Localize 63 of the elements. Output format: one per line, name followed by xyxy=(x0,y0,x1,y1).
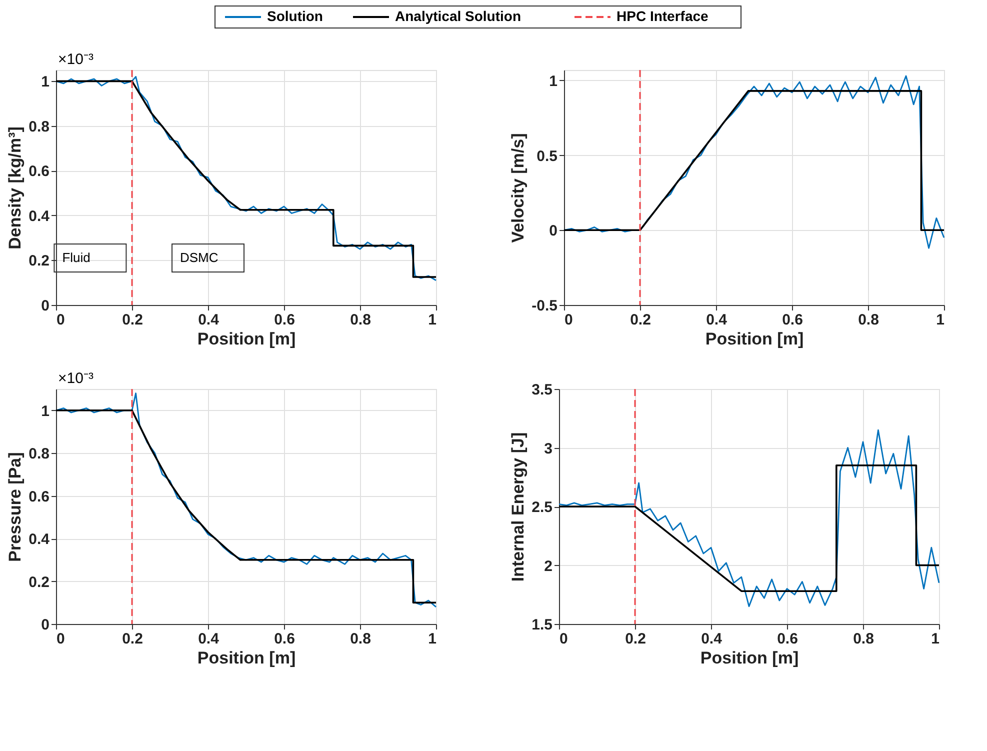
x-tick-label: 0 xyxy=(564,312,573,328)
line-series xyxy=(558,429,940,608)
y-tick-label: 3 xyxy=(544,440,552,458)
y-axis-title: Density [kg/m³] xyxy=(6,126,25,250)
y-tick-label: 1 xyxy=(41,74,50,91)
legend-label: Analytical Solution xyxy=(395,8,522,24)
x-tick-label: 0.4 xyxy=(198,630,220,648)
y-tick-label: 0.2 xyxy=(28,252,50,270)
line-series xyxy=(558,464,940,592)
x-axis-title: Position [m] xyxy=(700,648,799,668)
x-axis-title: Position [m] xyxy=(705,330,804,348)
x-tick-label: 0.4 xyxy=(706,312,728,328)
y-tick-label: 0.6 xyxy=(28,488,50,506)
y-tick-label: 0.6 xyxy=(28,163,50,180)
y-axis-title: Pressure [Pa] xyxy=(6,452,25,562)
y-tick-label: 2.5 xyxy=(532,499,552,516)
y-tick-label: 0 xyxy=(41,616,50,634)
x-tick-label: 0.2 xyxy=(630,312,651,328)
x-tick-label: 0.6 xyxy=(274,312,295,328)
y-axis-title: Velocity [m/s] xyxy=(508,133,528,243)
y-tick-label: 0.8 xyxy=(28,118,50,136)
x-axis-title: Position [m] xyxy=(197,330,296,348)
y-tick-label: 0.8 xyxy=(28,446,50,463)
y-tick-label: 1 xyxy=(549,72,558,90)
y-tick-label: -0.5 xyxy=(532,298,558,314)
text: ×10⁻³ xyxy=(58,51,94,68)
x-tick-label: 0.8 xyxy=(853,630,874,648)
y-tick-label: 0.4 xyxy=(28,531,50,548)
x-tick-label: 0.8 xyxy=(858,312,879,328)
x-tick-label: 0.4 xyxy=(701,630,723,648)
legend-label: Solution xyxy=(267,8,323,24)
y-tick-label: 0.4 xyxy=(28,208,50,225)
x-axis-title: Position [m] xyxy=(197,648,296,668)
x-tick-label: 0.6 xyxy=(782,312,803,328)
x-tick-label: 0.6 xyxy=(274,630,295,648)
x-tick-label: 0 xyxy=(560,630,568,648)
y-tick-label: 1 xyxy=(41,402,50,420)
x-tick-label: 0.8 xyxy=(350,312,371,328)
x-tick-label: 0.6 xyxy=(777,630,798,648)
y-tick-label: 3.5 xyxy=(532,382,552,398)
x-tick-label: 0.2 xyxy=(625,630,646,648)
text: ×10⁻³ xyxy=(58,370,94,387)
y-tick-label: 0 xyxy=(549,222,558,240)
y-tick-label: 0 xyxy=(41,298,50,314)
x-tick-label: 0 xyxy=(56,312,65,328)
y-tick-label: 2 xyxy=(544,558,552,575)
x-tick-label: 1 xyxy=(936,312,944,328)
y-axis-title: Internal Energy [J] xyxy=(508,432,528,582)
x-tick-label: 0.2 xyxy=(122,630,143,648)
legend-label: HPC Interface xyxy=(616,8,709,24)
annotation: DSMC xyxy=(180,250,218,265)
y-tick-label: 0.5 xyxy=(536,148,558,165)
x-tick-label: 1 xyxy=(428,630,436,648)
x-tick-label: 0 xyxy=(56,630,65,648)
x-tick-label: 0.4 xyxy=(198,312,220,328)
x-tick-label: 1 xyxy=(931,630,940,648)
x-tick-label: 0.2 xyxy=(122,312,143,328)
y-tick-label: 1.5 xyxy=(532,616,552,634)
x-tick-label: 1 xyxy=(428,312,436,328)
x-tick-label: 0.8 xyxy=(350,630,371,648)
annotation: Fluid xyxy=(62,250,90,265)
y-tick-label: 0.2 xyxy=(28,574,50,591)
line-series xyxy=(563,75,945,249)
